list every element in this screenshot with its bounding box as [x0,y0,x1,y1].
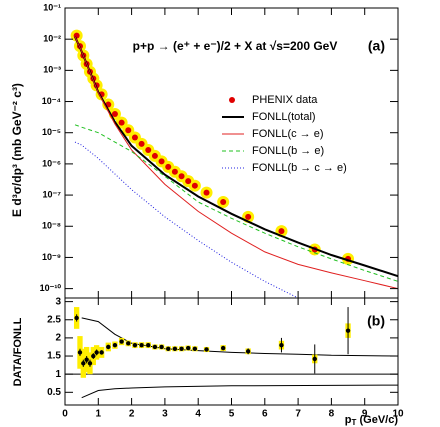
data-point [178,173,185,180]
plot-area [65,307,398,399]
data-point [172,346,178,351]
x-tick-label: 10 [392,409,404,420]
x-tick-label: 1 [96,409,102,420]
data-point [74,315,79,321]
data-point [151,152,158,159]
data-point [245,349,251,354]
data-point [94,350,99,355]
x-tick-label: 8 [329,409,335,420]
data-point [111,110,118,117]
data-point [126,341,131,346]
data-point [179,346,184,351]
data-point [87,361,93,366]
data-point [166,346,171,351]
data-point [186,345,191,351]
data-point [191,182,198,189]
data-point [312,356,317,362]
y-tick-label: 10⁻⁴ [42,96,61,106]
y-tick-label: 10⁻³ [43,65,61,75]
data-point [131,134,138,141]
data-point [146,342,151,348]
data-point [158,158,165,165]
y-tick-label: 10⁻⁸ [42,221,61,231]
data-point [279,342,284,348]
y-axis-label: E d³σ/dp³ (mb GeV⁻² c³) [10,83,24,217]
x-label-sub: T [352,418,357,427]
x-tick-label: 6 [262,409,268,420]
y-tick-label: 1.5 [47,351,61,362]
curve [74,36,398,278]
y-tick-label: 10⁻¹⁰ [40,283,62,293]
data-point [245,213,252,220]
x-tick-label: 3 [162,409,168,420]
y-tick-label: 10⁻² [43,34,61,44]
x-tick-label: 9 [362,409,368,420]
y-tick-label: 10⁻⁶ [42,158,61,168]
data-point [139,342,144,348]
legend-label: FONLL(total) [252,111,316,123]
curve [74,124,398,282]
x-label-part: p [345,414,352,426]
y-tick-label: 10⁻¹ [43,2,61,12]
y-tick-label: 10⁻⁵ [42,127,61,137]
uncertainty-band [81,317,398,357]
data-point [81,361,86,366]
data-point [345,328,351,333]
data-point [138,140,145,147]
data-point [171,168,178,175]
x-tick-label: 0 [62,409,68,420]
x-tick-label: 2 [129,409,135,420]
legend-label: PHENIX data [252,94,318,106]
data-point [152,344,158,350]
data-point [112,342,118,348]
panel-label: (a) [368,38,385,54]
data-point [278,228,285,235]
data-point [118,119,125,126]
y-tick-label: 10⁻⁹ [42,252,61,262]
uncertainty-band [81,384,398,399]
data-point [220,198,227,205]
data-point [159,344,164,350]
x-label-part: (GeV/c) [356,414,398,426]
data-point [165,163,172,170]
data-point [99,350,104,355]
data-point [204,347,209,352]
x-tick-label: 5 [229,409,235,420]
data-point [125,127,132,134]
data-point [84,357,89,362]
y-tick-label: 10⁻⁷ [43,189,62,199]
data-point [106,344,111,350]
data-point [77,350,83,355]
legend-label: FONLL(b → e) [252,145,324,157]
data-point [91,353,96,359]
y-tick-label: 2.5 [47,314,61,325]
y-tick-label: 3 [55,296,61,307]
legend-marker [229,97,235,103]
curve [74,36,398,290]
y-tick-label: 1 [55,369,61,380]
panel-label: (b) [367,313,385,329]
x-tick-label: 7 [295,409,301,420]
legend-label: FONLL(c → e) [252,128,324,140]
legend-label: FONLL(b → c → e) [252,162,347,174]
data-point [132,342,138,348]
data-point [145,146,152,153]
data-point [185,178,192,185]
y-axis-label: DATA/FONLL [12,317,24,386]
plot-area [70,29,398,298]
y-tick-label: 0.5 [47,387,61,398]
x-axis-label: pT (GeV/c) [345,414,399,427]
data-point [220,345,226,351]
curve [74,141,299,298]
annotation-title: p+p → (e⁺ + e⁻)/2 + X at √s=200 GeV [133,39,338,53]
data-point [192,346,198,351]
data-point [119,339,124,344]
y-tick-label: 2 [55,333,61,344]
data-point [203,189,210,196]
x-tick-label: 4 [195,409,201,420]
